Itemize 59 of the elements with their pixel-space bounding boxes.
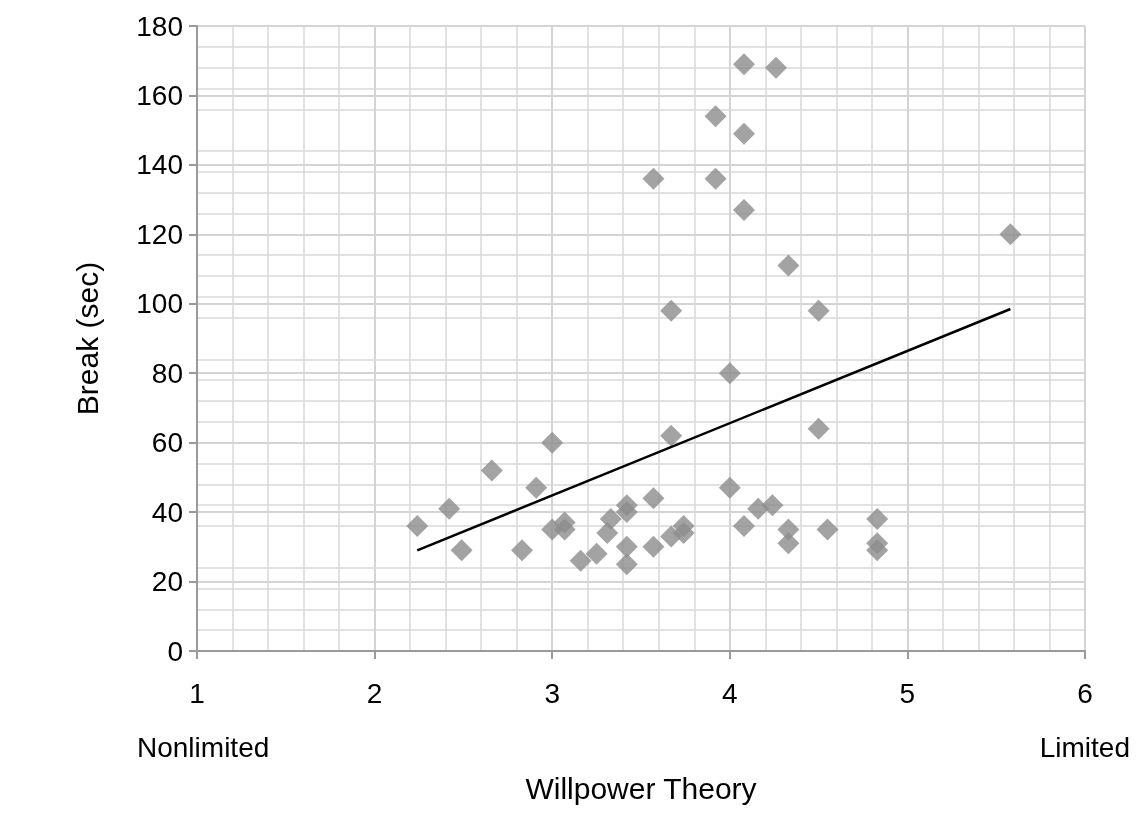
point <box>596 521 619 544</box>
point <box>438 497 461 520</box>
y-tick-label: 140 <box>136 149 183 181</box>
point <box>541 431 564 454</box>
point <box>569 549 592 572</box>
point <box>511 539 534 562</box>
point <box>747 497 770 520</box>
point <box>525 476 548 499</box>
x-tick-label: 1 <box>189 677 205 709</box>
point <box>807 417 830 440</box>
x-tick-label: 6 <box>1077 677 1093 709</box>
y-tick-label: 60 <box>151 427 183 459</box>
point <box>777 254 800 277</box>
text: Limited <box>1039 731 1130 763</box>
x-tick-label: 5 <box>899 677 916 709</box>
point <box>777 532 800 555</box>
point <box>733 199 756 222</box>
point <box>718 362 741 385</box>
point <box>704 105 727 128</box>
y-tick-label: 120 <box>136 218 183 250</box>
text: Nonlimited <box>137 731 270 763</box>
point <box>615 553 638 576</box>
x-tick-label: 2 <box>366 677 383 709</box>
y-tick-label: 40 <box>151 496 183 528</box>
point <box>761 494 784 517</box>
y-tick-label: 80 <box>151 357 183 389</box>
point <box>660 299 683 322</box>
y-tick-label: 180 <box>136 10 183 42</box>
x-axis-title: Willpower Theory <box>525 771 757 805</box>
point <box>553 518 576 541</box>
point <box>866 508 889 531</box>
point <box>704 167 727 190</box>
point <box>615 501 638 524</box>
y-tick-label: 20 <box>151 566 183 598</box>
point <box>450 539 473 562</box>
point <box>733 53 756 76</box>
point <box>660 424 683 447</box>
y-axis-title: Break (sec) <box>70 261 104 416</box>
point <box>585 542 608 565</box>
y-tick-label: 160 <box>136 79 183 111</box>
point <box>642 487 665 510</box>
point <box>816 518 839 541</box>
y-tick-label: 0 <box>167 635 183 667</box>
point <box>807 299 830 322</box>
point <box>999 223 1022 246</box>
point <box>764 56 787 79</box>
point <box>718 476 741 499</box>
y-tick-label: 100 <box>136 288 183 320</box>
point <box>733 122 756 145</box>
x-tick-label: 3 <box>544 677 560 709</box>
point <box>642 535 665 558</box>
point <box>733 515 756 537</box>
point <box>642 167 665 190</box>
point <box>406 515 429 537</box>
point <box>672 521 695 544</box>
x-tick-label: 4 <box>722 677 738 709</box>
point <box>615 535 638 558</box>
point <box>480 459 503 482</box>
point <box>866 539 889 562</box>
